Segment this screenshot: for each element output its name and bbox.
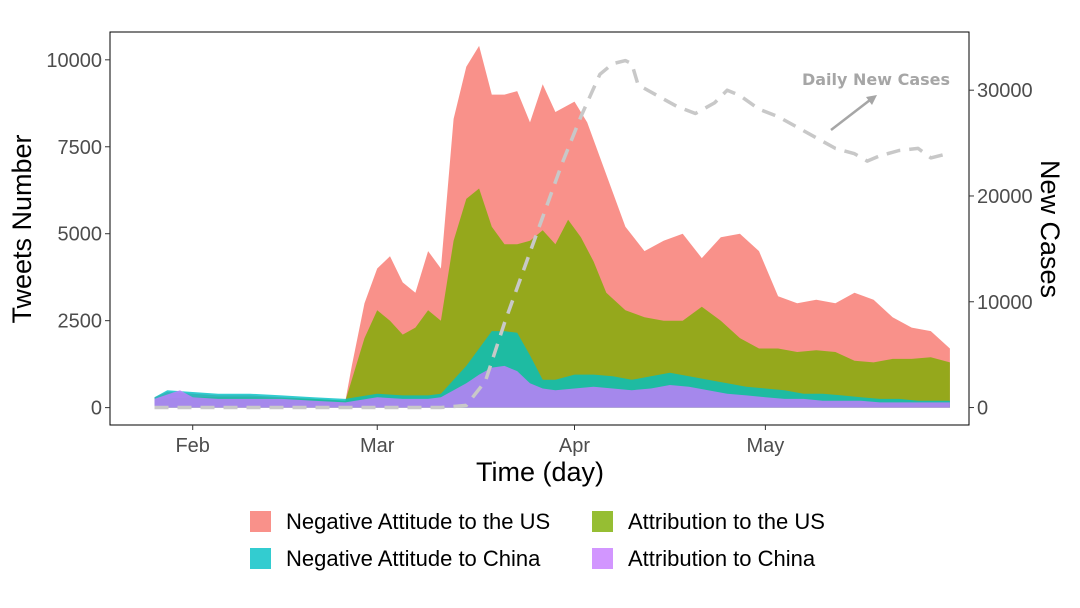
plot-panel-border xyxy=(109,31,970,426)
legend-swatch xyxy=(250,511,271,532)
left-y-axis-title: Tweets Number xyxy=(7,134,37,323)
annotation-text: Daily New Cases xyxy=(802,70,950,89)
daily-new-cases-line xyxy=(154,58,944,410)
right-y-tick-label: 0 xyxy=(977,398,988,420)
legend-label: Negative Attitude to the US xyxy=(286,509,550,534)
x-tick-label: Mar xyxy=(360,435,395,457)
right-y-tick-label: 10000 xyxy=(977,292,1033,314)
legend-label: Negative Attitude to China xyxy=(286,546,541,571)
x-axis-title: Time (day) xyxy=(476,457,604,487)
x-tick-label: Feb xyxy=(175,435,209,457)
annotation-arrow-shaft xyxy=(830,99,871,131)
left-y-axis: 0 2500 5000 7500 10000 xyxy=(46,50,110,420)
legend-swatch xyxy=(592,511,613,532)
left-y-tick-label: 2500 xyxy=(58,311,103,333)
legend: Negative Attitude to the US Attribution t… xyxy=(250,509,825,571)
area-series-4 xyxy=(154,365,950,408)
left-y-tick-label: 5000 xyxy=(58,224,103,246)
cases-line-layer xyxy=(154,58,944,410)
right-y-axis: 0 10000 20000 30000 xyxy=(969,80,1033,420)
left-y-tick-label: 7500 xyxy=(58,137,103,159)
area-series-1 xyxy=(154,45,950,408)
area-layer xyxy=(154,45,950,408)
x-tick-label: May xyxy=(746,435,784,457)
x-tick-label: Apr xyxy=(559,435,590,457)
cases-annotation: Daily New Cases xyxy=(802,70,950,131)
left-y-tick-label: 0 xyxy=(91,398,102,420)
left-y-tick-label: 10000 xyxy=(46,50,102,72)
right-y-tick-label: 20000 xyxy=(977,186,1033,208)
right-y-tick-label: 30000 xyxy=(977,80,1033,102)
legend-swatch xyxy=(250,548,271,569)
legend-label: Attribution to the US xyxy=(628,509,825,534)
annotation-arrowhead xyxy=(866,95,877,105)
right-y-axis-title: New Cases xyxy=(1035,160,1065,298)
area-series-2 xyxy=(154,188,950,408)
x-axis: Feb Mar Apr May xyxy=(175,425,784,457)
legend-label: Attribution to China xyxy=(628,546,816,571)
legend-swatch xyxy=(592,548,613,569)
area-series-3 xyxy=(154,331,950,408)
